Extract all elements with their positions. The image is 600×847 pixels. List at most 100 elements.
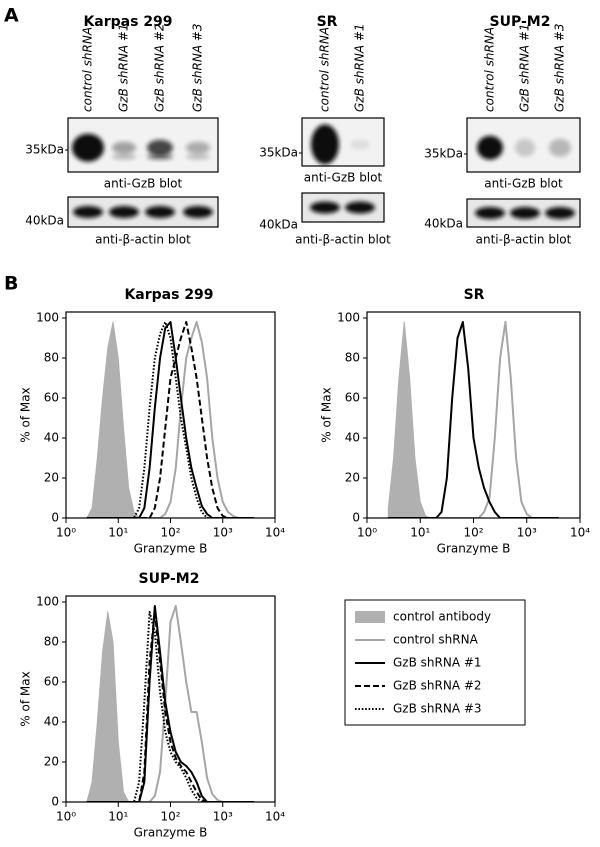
blot-band (112, 141, 136, 154)
y-axis-label: % of Max (320, 387, 334, 442)
lane-label: GzB shRNA #3 (191, 23, 205, 112)
y-tick-label: 0 (51, 511, 59, 525)
blot-band (145, 206, 175, 218)
panel-label: A (4, 5, 19, 27)
blot-band (186, 153, 210, 160)
x-axis-label: Granzyme B (134, 542, 208, 556)
x-axis-label: Granzyme B (134, 826, 208, 840)
blot-band (345, 201, 375, 214)
y-tick-label: 40 (345, 431, 360, 445)
legend-swatch (355, 611, 385, 623)
blot-band (73, 206, 103, 218)
blot-band (183, 206, 213, 218)
lane-label: GzB shRNA #3 (553, 23, 567, 112)
marker-label: 40kDa (25, 214, 64, 228)
blot-caption: anti-GzB blot (104, 177, 183, 191)
y-tick-label: 0 (51, 795, 59, 809)
marker-label: 35kDa (259, 146, 298, 160)
blot-band (112, 153, 136, 160)
y-axis-label: % of Max (19, 671, 33, 726)
histogram-dashed (86, 611, 255, 802)
x-tick-label: 10¹ (108, 526, 128, 540)
blot-title: SR (317, 14, 338, 30)
legend-label: control antibody (393, 610, 491, 624)
blot-caption: anti-GzB blot (304, 171, 383, 185)
histogram-solid (388, 321, 559, 518)
x-tick-label: 10³ (213, 526, 233, 540)
y-tick-label: 100 (36, 311, 59, 325)
lane-label: control shRNA (81, 27, 95, 112)
x-tick-label: 10⁰ (56, 526, 76, 540)
y-tick-label: 0 (352, 511, 360, 525)
blot-caption: anti-β-actin blot (95, 233, 191, 247)
x-tick-label: 10⁴ (570, 526, 590, 540)
blot-band (109, 206, 139, 218)
x-tick-label: 10³ (517, 526, 537, 540)
y-axis-label: % of Max (19, 387, 33, 442)
x-tick-label: 10² (463, 526, 483, 540)
blot-band (510, 207, 540, 219)
chart-title: SUP-M2 (139, 571, 200, 587)
x-tick-label: 10⁴ (265, 810, 285, 824)
lane-label: GzB shRNA #1 (518, 23, 532, 112)
y-tick-label: 40 (44, 715, 59, 729)
histogram-solid (86, 605, 255, 802)
marker-label: 35kDa (424, 147, 463, 161)
plot-area (86, 321, 255, 518)
x-tick-label: 10⁰ (56, 810, 76, 824)
legend-label: GzB shRNA #1 (393, 656, 482, 670)
y-tick-label: 60 (345, 391, 360, 405)
legend-label: GzB shRNA #3 (393, 702, 482, 716)
chart-title: SR (464, 287, 485, 303)
plot-area (387, 321, 560, 518)
blot-band (475, 207, 505, 219)
histogram-filled (86, 611, 255, 802)
blot-band (477, 135, 503, 160)
blot-band (310, 201, 340, 214)
blot-title: Karpas 299 (83, 14, 172, 30)
blot-caption: anti-β-actin blot (476, 233, 572, 247)
panel-label: B (4, 273, 18, 295)
plot-area (86, 605, 255, 802)
y-tick-label: 80 (44, 635, 59, 649)
y-tick-label: 100 (337, 311, 360, 325)
x-tick-label: 10¹ (410, 526, 430, 540)
blot-caption: anti-GzB blot (484, 177, 563, 191)
blot-band (186, 141, 210, 154)
x-tick-label: 10⁴ (265, 526, 285, 540)
y-tick-label: 60 (44, 675, 59, 689)
y-tick-label: 20 (345, 471, 360, 485)
x-axis-label: Granzyme B (437, 542, 511, 556)
histogram-solid (86, 321, 255, 518)
lane-label: GzB shRNA #2 (153, 23, 167, 112)
marker-label: 35kDa (25, 143, 64, 157)
blot-band (147, 153, 173, 160)
blot-band (72, 133, 104, 162)
x-tick-label: 10¹ (108, 810, 128, 824)
legend-label: control shRNA (393, 633, 479, 647)
blot-caption: anti-β-actin blot (295, 233, 391, 247)
marker-label: 40kDa (259, 218, 298, 232)
y-tick-label: 80 (44, 351, 59, 365)
x-tick-label: 10³ (213, 810, 233, 824)
lane-label: control shRNA (483, 27, 497, 112)
lane-label: control shRNA (318, 27, 332, 112)
x-tick-label: 10² (160, 810, 180, 824)
x-tick-label: 10⁰ (357, 526, 377, 540)
histogram-filled (387, 321, 560, 518)
blot-band (147, 139, 173, 156)
blot-band (545, 207, 575, 219)
histogram-solid (86, 605, 255, 802)
y-tick-label: 80 (345, 351, 360, 365)
y-tick-label: 100 (36, 595, 59, 609)
histogram-filled (86, 321, 255, 518)
x-tick-label: 10² (160, 526, 180, 540)
lane-label: GzB shRNA #1 (353, 23, 367, 112)
y-tick-label: 60 (44, 391, 59, 405)
marker-label: 40kDa (424, 217, 463, 231)
chart-title: Karpas 299 (124, 287, 213, 303)
lane-label: GzB shRNA #1 (117, 23, 131, 112)
blot-band (350, 139, 370, 150)
y-tick-label: 40 (44, 431, 59, 445)
